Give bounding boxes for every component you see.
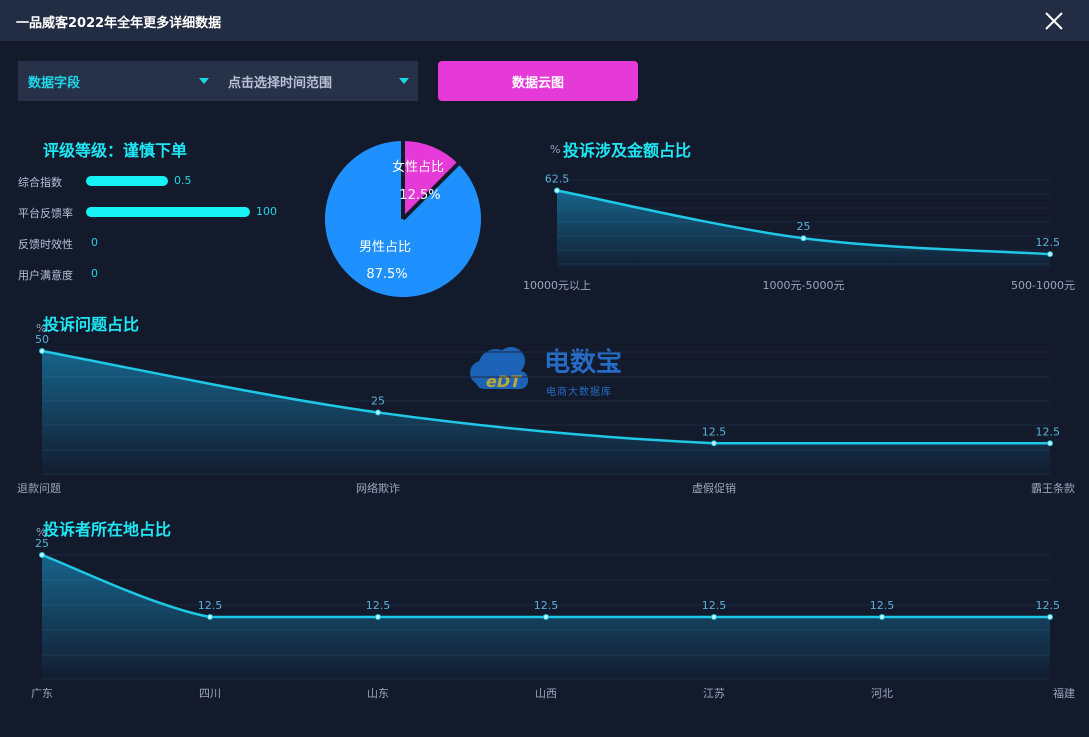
x-tick-label: 霸王条款 [1031,481,1075,495]
chevron-down-icon [199,78,209,84]
data-point [879,614,885,620]
data-point [39,552,45,558]
rating-label: 平台反馈率 [18,207,73,220]
dialog-title: 一品威客2022年全年更多详细数据 [16,16,222,31]
rating-value: 0.5 [174,174,192,187]
data-point [711,614,717,620]
data-point [375,409,381,416]
close-icon[interactable] [1042,9,1066,33]
pie-divider [401,162,460,221]
data-point [711,440,717,447]
data-label: 12.5 [1036,236,1061,249]
series-area [557,190,1050,270]
rating-label: 用户满意度 [18,269,73,282]
time-range-value: 点击选择时间范围 [228,75,333,91]
data-label: 12.5 [198,599,223,612]
watermark-sub: 电商大数据库 [546,385,612,398]
x-tick-label: 10000元以上 [523,279,591,292]
x-tick-label: 福建 [1053,686,1075,700]
issue-chart-title: 投诉问题占比 [43,315,140,334]
x-tick-label: 山东 [367,687,389,700]
female-label: 女性占比 [392,159,444,175]
data-label: 12.5 [1036,425,1061,438]
field-select-value: 数据字段 [28,75,81,91]
rating-bar [86,207,250,217]
data-point [800,235,807,242]
x-tick-label: 四川 [199,687,221,700]
location-chart-title: 投诉者所在地占比 [43,520,172,539]
data-cloud-button[interactable]: 数据云图 [438,61,638,101]
rating-label: 综合指数 [18,176,62,189]
data-label: 25 [371,395,385,408]
x-tick-label: 山西 [535,687,557,700]
x-tick-label: 河北 [871,687,893,700]
watermark-name: 电数宝 [544,347,622,378]
series-line [41,553,1050,619]
x-tick-label: 500-1000元 [1011,279,1075,292]
rating-title: 评级等级：谨慎下单 [43,141,188,160]
chevron-down-icon [399,78,409,84]
data-label: 12.5 [534,599,559,612]
rating-label: 反馈时效性 [18,238,73,251]
x-tick-label: 网络欺诈 [356,481,400,495]
y-unit-label: % [550,143,560,156]
data-label: 12.5 [366,599,391,612]
pie-slice-female [403,141,459,219]
x-tick-label: 虚假促销 [692,481,736,495]
data-point [543,614,549,620]
data-point [1047,614,1053,620]
x-tick-label: 广东 [31,687,53,700]
x-tick-label: 退款问题 [17,481,61,495]
male-value: 87.5% [366,267,407,282]
amount-chart-title: 投诉涉及金额占比 [563,141,692,160]
data-point [1047,440,1053,447]
data-label: 62.5 [545,173,570,186]
watermark-logo: eDT 电数宝 电商大数据库 [470,347,622,398]
x-tick-label: 江苏 [703,687,725,700]
data-label: 25 [797,220,811,233]
data-point [554,187,560,194]
x-tick-label: 1000元-5000元 [763,279,845,292]
series-line [556,189,1051,256]
rating-value: 100 [256,205,277,218]
rating-value: 0 [91,236,98,249]
female-value: 12.5% [399,188,440,203]
field-select[interactable]: 数据字段 [18,61,218,101]
gender-pie-chart: 女性占比 12.5% 男性占比 87.5% [325,141,481,297]
time-range-select[interactable]: 点击选择时间范围 [218,61,418,101]
data-point [207,614,213,620]
series-area [42,555,1050,679]
data-label: 12.5 [1036,599,1061,612]
data-label: 12.5 [702,425,727,438]
watermark-logo-text: eDT [486,372,522,391]
dialog-header: 一品威客2022年全年更多详细数据 [0,0,1089,41]
data-point [1047,251,1053,258]
male-label: 男性占比 [359,240,411,255]
data-label: 12.5 [870,599,895,612]
data-label: 12.5 [702,599,727,612]
rating-bar [86,176,168,186]
data-point [375,614,381,620]
rating-value: 0 [91,267,98,280]
data-point [39,348,45,354]
